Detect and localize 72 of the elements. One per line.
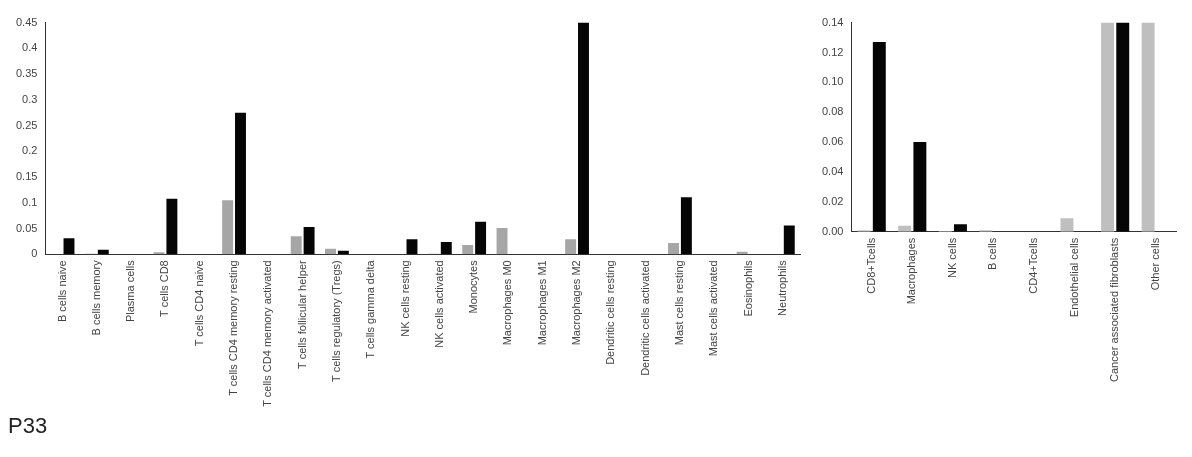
- bar: [953, 224, 967, 232]
- text: P33: [8, 413, 49, 439]
- x-tick-label: Mast cells activated: [707, 260, 720, 357]
- bar: [565, 239, 577, 255]
- bar: [166, 198, 178, 255]
- bar: [1101, 22, 1114, 232]
- bar: [406, 239, 418, 255]
- y-tick-label: 0: [31, 247, 38, 260]
- y-tick-label: 0.12: [821, 45, 844, 58]
- x-tick-label: B cells memory: [89, 259, 102, 336]
- bar: [290, 236, 302, 255]
- x-tick-label: Eosinophils: [741, 259, 754, 317]
- y-tick-label: 0.06: [821, 135, 844, 148]
- x-tick-label: Endothelial cells: [1067, 237, 1080, 318]
- x-tick-label: Macrophages M1: [535, 260, 548, 346]
- x-tick-label: Mast cells resting: [672, 260, 685, 346]
- y-tick-label: 0.15: [15, 170, 38, 183]
- x-tick-label: Other cells: [1148, 237, 1161, 291]
- y-tick-label: 0.4: [22, 41, 38, 54]
- y-tick-label: 0.00: [821, 224, 844, 237]
- y-tick-label: 0.10: [821, 75, 844, 88]
- x-tick-label: B cells: [986, 237, 999, 271]
- y-tick-label: 0.35: [15, 67, 38, 80]
- y-tick-label: 0.45: [15, 15, 38, 28]
- bar: [475, 221, 487, 255]
- bar: [496, 228, 508, 255]
- x-tick-label: Dendritic cells resting: [604, 260, 617, 365]
- x-tick-label: T cells regulatory (Tregs): [329, 260, 342, 382]
- x-tick-label: CD8+Tcells: [864, 237, 877, 294]
- bar: [63, 238, 75, 255]
- x-tick-label: NK cells resting: [398, 260, 411, 337]
- y-tick-label: 0.1: [22, 195, 38, 208]
- x-tick-label: Neutrophils: [775, 259, 788, 316]
- bar: [872, 42, 886, 232]
- bar: [668, 242, 679, 255]
- x-tick-label: T cells CD8: [158, 260, 171, 317]
- bar: [303, 227, 315, 255]
- y-tick-label: 0.05: [15, 221, 38, 234]
- bar: [222, 200, 234, 255]
- y-tick-label: 0.14: [821, 15, 844, 28]
- x-tick-label: T cells gamma delta: [364, 259, 377, 359]
- x-tick-label: Macrophages M0: [501, 260, 514, 346]
- y-tick-label: 0.2: [22, 144, 38, 157]
- y-tick-label: 0.3: [22, 92, 38, 105]
- y-tick-label: 0.25: [15, 118, 38, 131]
- x-tick-label: T cells CD4 naive: [192, 260, 205, 347]
- bar: [783, 225, 795, 255]
- bar: [1116, 22, 1130, 232]
- bar: [578, 22, 589, 255]
- x-tick-label: Macrophages M2: [570, 260, 583, 346]
- y-tick-label: 0.08: [821, 105, 844, 118]
- y-tick-label: 0.04: [821, 164, 844, 177]
- bar: [440, 241, 452, 255]
- x-tick-label: Monocytes: [467, 259, 480, 314]
- bar: [913, 142, 927, 232]
- y-tick-label: 0.02: [821, 194, 844, 207]
- bar: [1141, 22, 1155, 232]
- bar: [462, 245, 474, 255]
- x-tick-label: NK cells activated: [432, 260, 445, 348]
- x-tick-label: T cells follicular helper: [295, 259, 308, 369]
- bar: [1060, 218, 1074, 232]
- x-tick-label: T cells CD4 memory resting: [227, 260, 240, 396]
- x-tick-label: B cells naive: [55, 260, 68, 323]
- x-tick-label: Cancer associated fibroblasts: [1108, 237, 1121, 382]
- x-tick-label: T cells CD4 memory activated: [261, 260, 274, 407]
- bar: [235, 112, 246, 255]
- x-tick-label: Plasma cells: [124, 259, 137, 323]
- x-tick-label: Macrophages: [905, 237, 918, 305]
- bar: [680, 197, 692, 255]
- x-tick-label: NK cells: [945, 237, 958, 279]
- x-tick-label: Dendritic cells activated: [638, 260, 651, 376]
- x-tick-label: CD4+Tcells: [1027, 237, 1040, 294]
